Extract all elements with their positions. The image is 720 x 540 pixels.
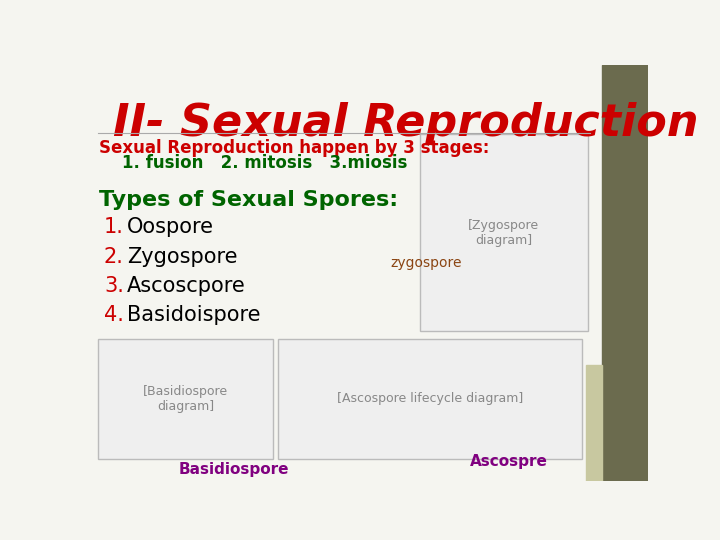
Text: 2.: 2. [104, 247, 124, 267]
Bar [601, 65, 648, 481]
Bar [586, 365, 601, 481]
Text: zygospore: zygospore [391, 256, 462, 270]
FancyBboxPatch shape [420, 134, 588, 331]
Text: Ascospre: Ascospre [469, 455, 547, 469]
Text: II- Sexual Reproduction: II- Sexual Reproduction [113, 102, 698, 145]
Text: Zygospore: Zygospore [127, 247, 238, 267]
FancyBboxPatch shape [98, 339, 273, 459]
Text: Oospore: Oospore [127, 217, 215, 237]
Text: 3.: 3. [104, 276, 124, 296]
Text: Sexual Reproduction happen by 3 stages:: Sexual Reproduction happen by 3 stages: [99, 139, 490, 157]
Text: [Zygospore
diagram]: [Zygospore diagram] [468, 219, 539, 247]
Text: [Basidiospore
diagram]: [Basidiospore diagram] [143, 385, 228, 413]
Text: [Ascospore lifecycle diagram]: [Ascospore lifecycle diagram] [337, 393, 523, 406]
Text: 1.: 1. [104, 217, 124, 237]
FancyBboxPatch shape [279, 339, 582, 459]
Text: 4.: 4. [104, 305, 124, 325]
Text: Basidiospore: Basidiospore [178, 462, 289, 477]
Text: Basidoispore: Basidoispore [127, 305, 261, 325]
Text: Types of Sexual Spores:: Types of Sexual Spores: [99, 190, 398, 210]
Text: Ascoscpore: Ascoscpore [127, 276, 246, 296]
Text: 1. fusion   2. mitosis   3.miosis: 1. fusion 2. mitosis 3.miosis [99, 154, 408, 172]
